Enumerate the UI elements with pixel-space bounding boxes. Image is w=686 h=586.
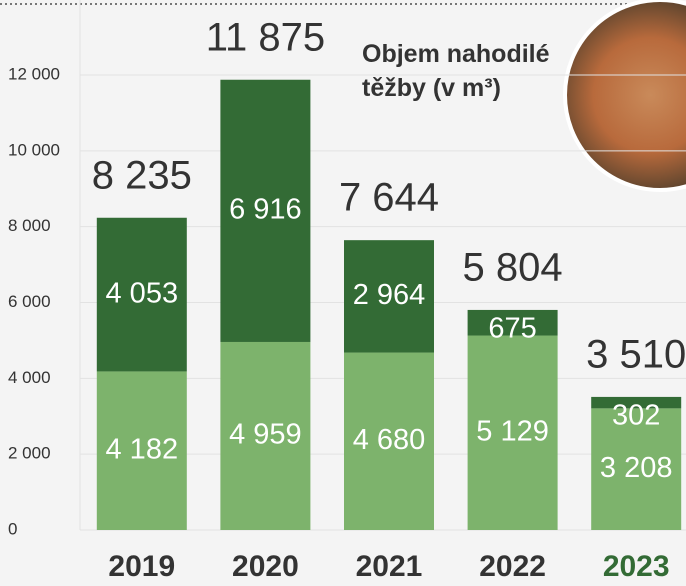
- bar-segment: [467, 309, 558, 336]
- segment-label: 6 916: [229, 194, 302, 226]
- bar-segment: [591, 396, 682, 409]
- total-label: 5 804: [463, 245, 563, 289]
- bar-segment: [220, 341, 311, 530]
- y-tick-label: 10 000: [8, 140, 60, 159]
- bar-segment: [591, 408, 682, 530]
- x-tick-label: 2020: [232, 550, 299, 583]
- total-label: 3 510: [586, 332, 686, 376]
- x-tick-label: 2023: [603, 550, 670, 583]
- bar-segment: [344, 352, 434, 530]
- y-tick-label: 0: [8, 519, 17, 538]
- total-label: 11 875: [206, 15, 325, 59]
- x-tick-label: 2021: [356, 550, 423, 583]
- bar-segment: [96, 217, 187, 372]
- y-tick-label: 2 000: [8, 444, 51, 463]
- total-label: 8 235: [92, 153, 192, 197]
- segment-label: 302: [612, 400, 660, 432]
- segment-label: 4 959: [229, 419, 302, 451]
- bar-segment: [220, 79, 311, 342]
- y-tick-label: 4 000: [8, 368, 51, 387]
- segment-label: 3 208: [600, 452, 673, 484]
- segment-label: 4 053: [106, 277, 179, 309]
- segment-label: 2 964: [353, 279, 426, 311]
- segment-label: 4 182: [106, 433, 179, 465]
- x-tick-label: 2022: [479, 550, 546, 583]
- total-label: 7 644: [339, 176, 439, 220]
- segment-label: 675: [488, 313, 536, 345]
- bar-segment: [96, 371, 187, 530]
- photo: [563, 0, 686, 192]
- x-tick-label: 2019: [108, 550, 175, 583]
- chart-title: Objem nahodilé těžby (v m³): [362, 40, 550, 102]
- segment-label: 5 129: [476, 415, 549, 447]
- y-tick-label: 6 000: [8, 292, 51, 311]
- bar-segment: [344, 240, 434, 353]
- segment-label: 4 680: [353, 424, 426, 456]
- y-tick-label: 12 000: [8, 64, 60, 83]
- bar-segment: [467, 335, 558, 530]
- y-tick-label: 8 000: [8, 216, 51, 235]
